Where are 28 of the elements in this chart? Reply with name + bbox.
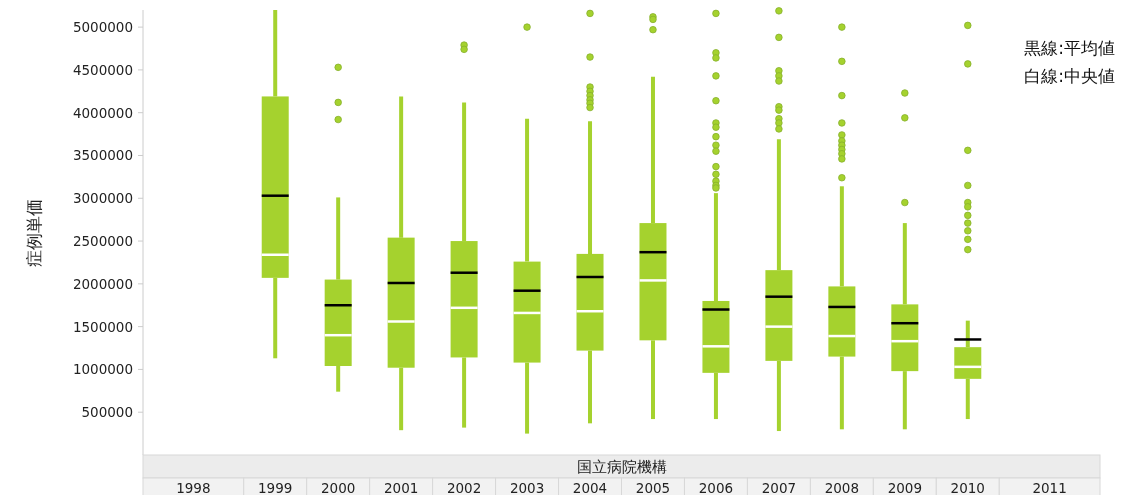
x-axis-title: 国立病院機構 <box>576 458 667 476</box>
y-tick-label: 500000 <box>81 404 133 421</box>
x-tick-label: 2000 <box>321 480 356 495</box>
x-tick-label: 2005 <box>635 480 671 495</box>
y-tick-label: 2000000 <box>72 275 133 292</box>
y-tick-label: 4500000 <box>72 61 133 78</box>
x-tick-label: 2009 <box>887 480 922 495</box>
x-tick-label: 2007 <box>761 480 797 495</box>
annotation: 黒線:平均値 <box>1024 38 1115 58</box>
y-tick-label: 2500000 <box>72 233 133 250</box>
annotation: 白線:中央値 <box>1024 66 1115 86</box>
x-tick-label: 2003 <box>509 480 545 495</box>
y-tick-label: 3500000 <box>72 147 133 164</box>
x-tick-label: 2004 <box>572 480 608 495</box>
y-tick-label: 4000000 <box>72 104 133 121</box>
x-tick-label: 2008 <box>824 480 860 495</box>
x-tick-label: 2011 <box>1032 480 1067 495</box>
y-tick-label: 5000000 <box>72 19 133 36</box>
x-tick-label: 2010 <box>950 480 985 495</box>
x-tick-label: 2002 <box>446 480 482 495</box>
x-tick-label: 2006 <box>698 480 734 495</box>
y-tick-label: 3000000 <box>72 190 133 207</box>
y-tick-label: 1000000 <box>72 361 133 378</box>
y-tick-label: 1500000 <box>72 318 133 335</box>
x-tick-label: 1998 <box>176 480 211 495</box>
x-tick-label: 2001 <box>383 480 419 495</box>
y-axis-title: 症例単価 <box>24 198 44 267</box>
x-tick-label: 1999 <box>258 480 293 495</box>
